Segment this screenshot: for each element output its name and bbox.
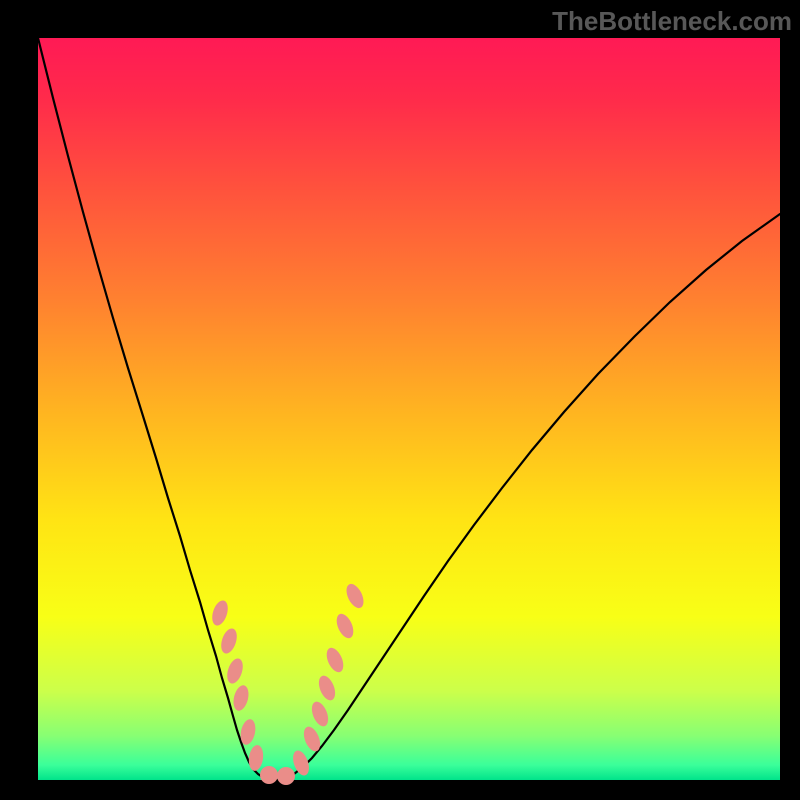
curve-right (270, 214, 780, 780)
chart-root: TheBottleneck.com (0, 0, 800, 800)
marker-12 (323, 645, 346, 674)
marker-7 (277, 767, 295, 785)
marker-2 (224, 656, 245, 685)
marker-13 (333, 611, 356, 640)
marker-14 (343, 581, 367, 611)
watermark-text: TheBottleneck.com (552, 6, 792, 37)
marker-10 (309, 699, 332, 728)
curves-layer (0, 0, 800, 800)
marker-0 (209, 598, 230, 627)
marker-6 (260, 766, 278, 784)
marker-1 (218, 626, 239, 655)
marker-5 (247, 744, 264, 772)
marker-group (209, 581, 367, 785)
marker-11 (316, 673, 339, 702)
marker-3 (231, 684, 251, 713)
